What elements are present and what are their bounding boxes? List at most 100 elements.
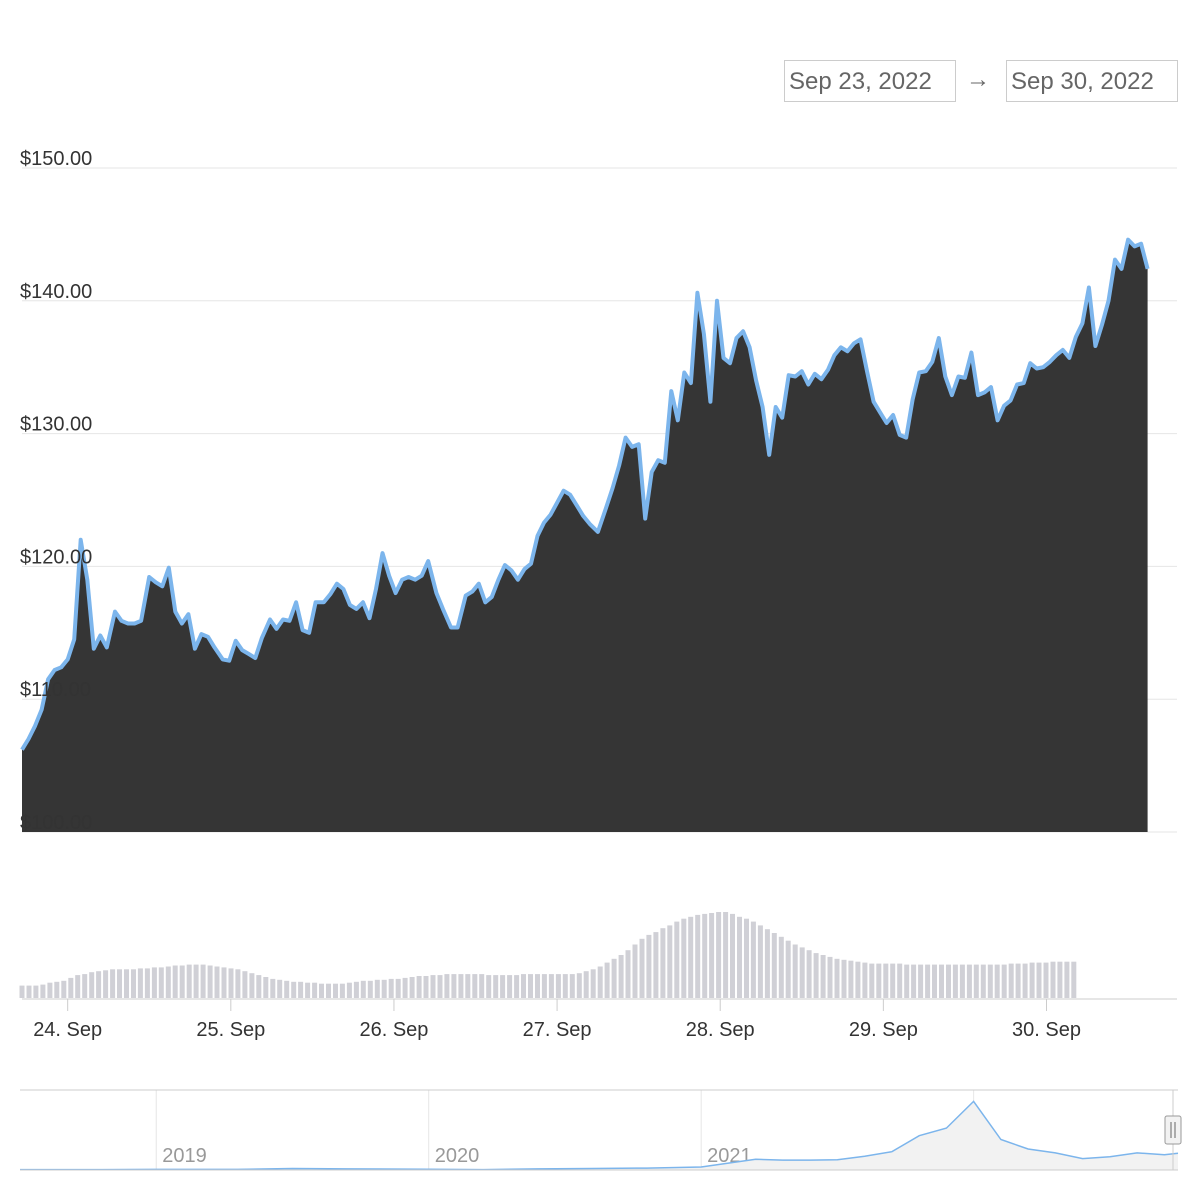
volume-bar xyxy=(235,969,241,998)
volume-bar xyxy=(639,938,645,998)
volume-bar xyxy=(75,975,81,998)
volume-bar xyxy=(486,975,492,998)
volume-bar xyxy=(576,973,582,998)
volume-bar xyxy=(911,964,917,998)
volume-bar xyxy=(19,985,25,998)
volume-bar xyxy=(96,971,102,998)
volume-bar xyxy=(918,964,924,998)
volume-bar xyxy=(674,921,680,998)
volume-bar xyxy=(165,966,171,998)
volume-bar xyxy=(305,982,311,998)
volume-bar xyxy=(207,965,213,998)
x-tick-label: 27. Sep xyxy=(523,1019,592,1041)
volume-bar xyxy=(68,977,74,998)
volume-bar xyxy=(1036,962,1042,998)
volume-bar xyxy=(458,974,464,998)
volume-bar xyxy=(569,974,575,998)
volume-bar xyxy=(583,971,589,998)
volume-bar xyxy=(312,982,318,998)
volume-bar xyxy=(528,974,533,998)
volume-bar xyxy=(374,979,380,998)
volume-bar xyxy=(249,973,255,998)
volume-bar xyxy=(980,964,986,998)
volume-bar xyxy=(479,974,485,998)
y-tick-label: $100.00 xyxy=(20,812,92,834)
volume-bar xyxy=(813,953,819,998)
volume-bar xyxy=(409,977,415,998)
volume-bar xyxy=(256,975,262,998)
volume-bar xyxy=(834,958,840,998)
x-axis: 24. Sep 25. Sep 26. Sep 27. Sep 28. Sep 29. S… xyxy=(22,998,1177,1041)
volume-bar xyxy=(353,981,359,998)
volume-bar xyxy=(339,983,345,998)
volume-bar xyxy=(137,968,143,998)
volume-bar xyxy=(625,950,631,998)
x-tick-label: 26. Sep xyxy=(359,1019,428,1041)
volume-bar xyxy=(214,966,220,998)
volume-bar xyxy=(764,929,770,998)
volume-bar xyxy=(1064,961,1070,998)
volume-bar xyxy=(792,944,798,998)
volume-bar xyxy=(604,962,610,998)
volume-bar xyxy=(221,967,227,998)
volume-bar xyxy=(925,964,931,998)
volume-bar xyxy=(319,983,324,998)
x-tick-label: 29. Sep xyxy=(849,1019,918,1041)
range-to-input[interactable]: Sep 30, 2022 xyxy=(1006,60,1178,102)
volume-bar xyxy=(646,934,652,998)
volume-bar xyxy=(1050,961,1056,998)
volume-bar xyxy=(618,955,624,998)
volume-bar xyxy=(333,983,338,998)
volume-bar xyxy=(117,969,122,998)
volume-bar xyxy=(521,974,526,998)
volume-bar xyxy=(939,964,944,998)
volume-bar xyxy=(367,980,373,998)
y-tick-label: $140.00 xyxy=(20,281,92,303)
volume-bar xyxy=(1022,963,1028,998)
volume-bar xyxy=(987,964,993,998)
volume-bar xyxy=(33,985,39,998)
volume-bar xyxy=(193,964,199,998)
volume-bar xyxy=(1057,961,1063,998)
navigator-handle[interactable] xyxy=(1164,1115,1182,1145)
y-tick-label: $130.00 xyxy=(20,414,92,436)
volume-bar xyxy=(61,980,67,998)
y-axis: $100.00 $110.00 $120.00 $130.00 $140.00 $150.… xyxy=(20,148,92,834)
volume-bar xyxy=(151,967,157,998)
volume-bar xyxy=(841,959,847,998)
volume-bar xyxy=(465,974,471,998)
navigator-year-label: 2020 xyxy=(435,1145,480,1167)
volume-bar xyxy=(416,976,422,998)
volume-bar xyxy=(472,974,478,998)
volume-bar xyxy=(270,978,276,998)
volume-bar xyxy=(695,914,701,998)
volume-bar xyxy=(820,955,826,998)
volume-bar xyxy=(883,963,889,998)
volume-bar xyxy=(869,963,875,998)
volume-bar xyxy=(395,978,401,998)
volume-bar xyxy=(326,983,331,998)
volume-bar xyxy=(144,968,150,998)
volume-bar xyxy=(40,984,46,998)
volume-bar xyxy=(946,964,951,998)
volume-bar xyxy=(702,913,708,998)
volume-bar xyxy=(890,963,896,998)
volume-bar xyxy=(277,979,283,998)
volume-bar xyxy=(110,969,116,998)
volume-bar xyxy=(966,964,972,998)
volume-bar xyxy=(757,925,763,998)
volume-bar xyxy=(827,956,833,998)
price-area-fill xyxy=(22,239,1148,832)
navigator-handle-box[interactable] xyxy=(1164,1115,1182,1145)
volume-bar xyxy=(186,964,192,998)
volume-bar xyxy=(653,932,659,998)
volume-bar xyxy=(535,974,540,998)
volume-bar xyxy=(667,925,673,998)
volume-bar xyxy=(131,969,136,998)
volume-bar xyxy=(158,967,164,998)
volume-bar xyxy=(590,969,596,998)
range-from-input[interactable]: Sep 23, 2022 xyxy=(784,60,956,102)
volume-bar xyxy=(771,933,777,998)
volume-bar xyxy=(611,958,617,998)
